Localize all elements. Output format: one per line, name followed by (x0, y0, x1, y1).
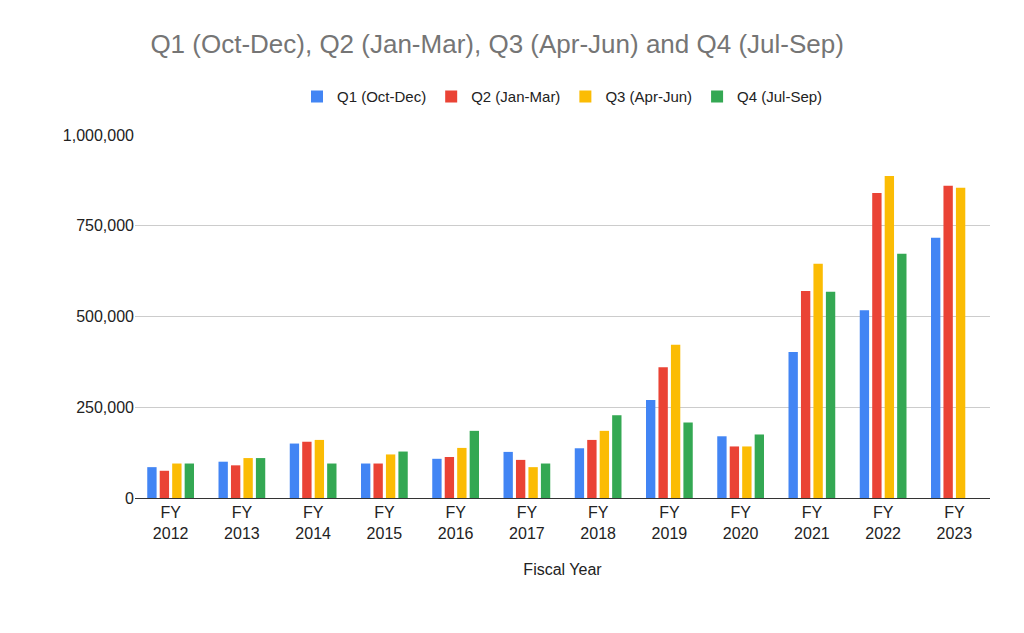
svg-text:Q1 (Oct-Dec), Q2 (Jan-Mar), Q3: Q1 (Oct-Dec), Q2 (Jan-Mar), Q3 (Apr-Jun)… (150, 29, 844, 59)
svg-text:FY2020: FY2020 (723, 504, 759, 542)
svg-text:FY2014: FY2014 (295, 504, 331, 542)
svg-text:FY2013: FY2013 (224, 504, 260, 542)
svg-text:Q1 (Oct-Dec): Q1 (Oct-Dec) (337, 88, 426, 105)
svg-text:FY2016: FY2016 (438, 504, 474, 542)
svg-text:Q4 (Jul-Sep): Q4 (Jul-Sep) (737, 88, 822, 105)
svg-text:FY2017: FY2017 (509, 504, 545, 542)
svg-text:Fiscal Year: Fiscal Year (523, 561, 602, 578)
svg-text:FY2022: FY2022 (865, 504, 901, 542)
svg-text:0: 0 (125, 490, 134, 507)
svg-text:FY2019: FY2019 (652, 504, 688, 542)
svg-text:1,000,000: 1,000,000 (63, 127, 134, 144)
svg-text:FY2018: FY2018 (580, 504, 616, 542)
svg-text:FY2023: FY2023 (937, 504, 973, 542)
svg-text:750,000: 750,000 (76, 217, 134, 234)
svg-text:Q3 (Apr-Jun): Q3 (Apr-Jun) (605, 88, 692, 105)
svg-text:Q2 (Jan-Mar): Q2 (Jan-Mar) (471, 88, 560, 105)
svg-text:FY2012: FY2012 (153, 504, 189, 542)
svg-text:250,000: 250,000 (76, 399, 134, 416)
svg-text:FY2021: FY2021 (794, 504, 830, 542)
svg-text:FY2015: FY2015 (367, 504, 403, 542)
svg-text:500,000: 500,000 (76, 308, 134, 325)
